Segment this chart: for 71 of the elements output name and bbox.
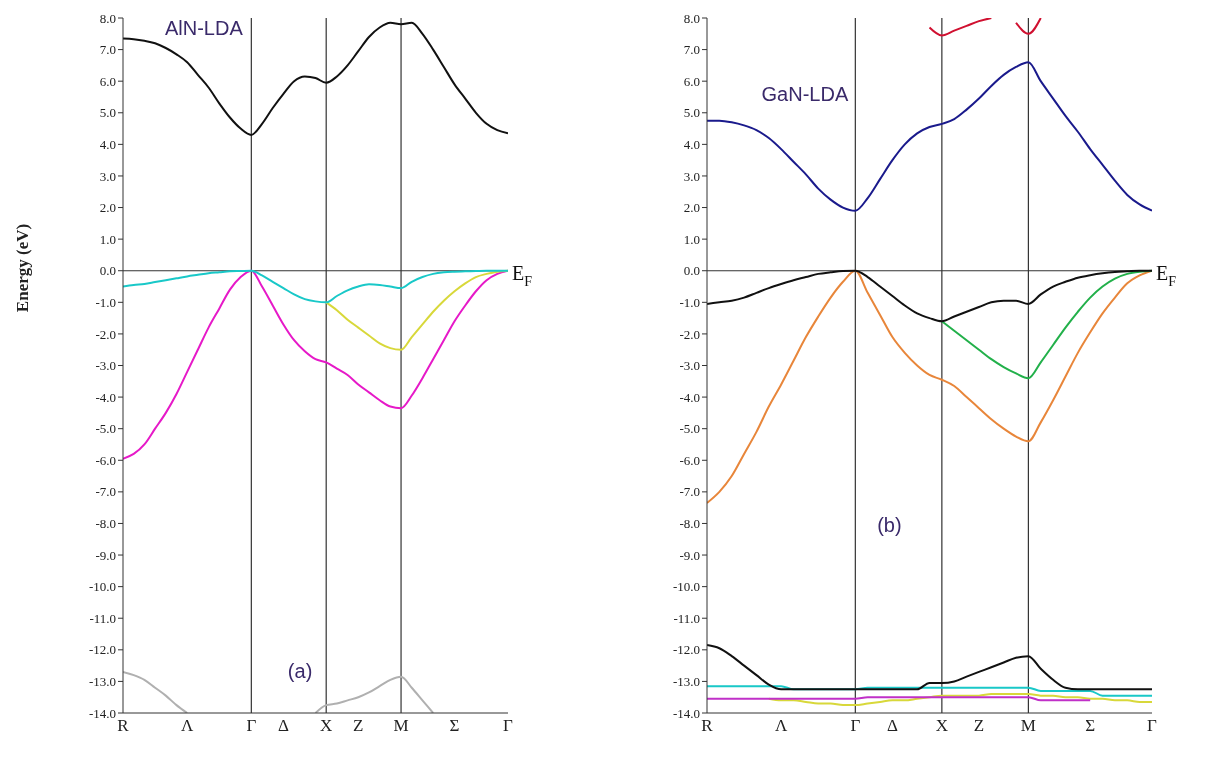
y-tick-label: -4.0 bbox=[679, 389, 700, 405]
y-tick-label: -9.0 bbox=[95, 547, 116, 563]
y-tick-label: 8.0 bbox=[99, 10, 116, 26]
x-tick-label: Λ bbox=[775, 716, 788, 736]
y-tick-label: -5.0 bbox=[679, 421, 700, 437]
y-tick-label: 7.0 bbox=[683, 42, 700, 58]
y-tick-label: 6.0 bbox=[683, 73, 700, 89]
x-tick-label: Λ bbox=[181, 716, 194, 736]
y-axis-title: Energy (eV) bbox=[13, 224, 33, 313]
y-tick-label: -6.0 bbox=[95, 452, 116, 468]
y-tick-label: -11.0 bbox=[673, 610, 700, 626]
x-tick-label: Z bbox=[353, 716, 364, 736]
y-tick-label: 1.0 bbox=[99, 231, 116, 247]
annotation: AlN-LDA bbox=[164, 16, 243, 40]
x-tick-label: Δ bbox=[886, 716, 898, 736]
y-tick-label: -13.0 bbox=[672, 674, 700, 690]
y-tick-label: -13.0 bbox=[88, 674, 116, 690]
x-tick-label: Γ bbox=[1147, 716, 1158, 736]
y-tick-label: -1.0 bbox=[679, 294, 700, 310]
y-tick-label: -10.0 bbox=[88, 579, 116, 595]
y-tick-label: -12.0 bbox=[88, 642, 116, 658]
y-tick-label: -11.0 bbox=[89, 610, 116, 626]
y-tick-label: -12.0 bbox=[672, 642, 700, 658]
x-tick-label: Γ bbox=[246, 716, 257, 736]
y-tick-label: 0.0 bbox=[99, 263, 116, 279]
x-tick-label: X bbox=[320, 716, 333, 736]
y-tick-label: -3.0 bbox=[679, 358, 700, 374]
x-tick-label: Γ bbox=[850, 716, 861, 736]
y-tick-label: 3.0 bbox=[683, 168, 700, 184]
x-tick-label: M bbox=[1020, 716, 1036, 736]
y-tick-label: -2.0 bbox=[679, 326, 700, 342]
y-tick-label: 3.0 bbox=[99, 168, 116, 184]
y-tick-label: 4.0 bbox=[683, 136, 700, 152]
y-tick-label: -7.0 bbox=[95, 484, 116, 500]
y-tick-label: -2.0 bbox=[95, 326, 116, 342]
y-tick-label: 5.0 bbox=[99, 105, 116, 121]
y-tick-label: 2.0 bbox=[683, 200, 700, 216]
y-tick-label: -1.0 bbox=[95, 294, 116, 310]
y-tick-label: 5.0 bbox=[683, 105, 700, 121]
y-tick-label: 6.0 bbox=[99, 73, 116, 89]
annotation: GaN-LDA bbox=[761, 82, 849, 106]
ref-line-label: E$_{F}$ bbox=[1156, 261, 1177, 289]
y-tick-label: -9.0 bbox=[679, 547, 700, 563]
x-tick-label: Δ bbox=[277, 716, 289, 736]
y-tick-label: -14.0 bbox=[672, 705, 700, 721]
annotation: (b) bbox=[877, 513, 902, 537]
x-tick-label: Σ bbox=[449, 716, 460, 736]
x-tick-label: Z bbox=[973, 716, 985, 736]
x-tick-label: Σ bbox=[1085, 716, 1096, 736]
y-tick-label: -6.0 bbox=[679, 452, 700, 468]
y-tick-label: -5.0 bbox=[95, 421, 116, 437]
y-tick-label: -10.0 bbox=[672, 579, 700, 595]
x-tick-label: M bbox=[393, 716, 409, 736]
y-tick-label: 4.0 bbox=[99, 136, 116, 152]
ref-line-label: E$_{F}$ bbox=[512, 261, 533, 289]
y-tick-label: -8.0 bbox=[679, 516, 700, 532]
y-tick-label: -7.0 bbox=[679, 484, 700, 500]
y-tick-label: -8.0 bbox=[95, 516, 116, 532]
y-tick-label: 8.0 bbox=[683, 10, 700, 26]
x-tick-label: R bbox=[117, 716, 130, 736]
y-tick-label: 7.0 bbox=[99, 42, 116, 58]
y-tick-label: -4.0 bbox=[95, 389, 116, 405]
y-tick-label: 0.0 bbox=[683, 263, 700, 279]
y-tick-label: -14.0 bbox=[88, 705, 116, 721]
x-tick-label: Γ bbox=[503, 716, 514, 736]
annotation: (a) bbox=[287, 659, 313, 683]
x-tick-label: X bbox=[935, 716, 948, 736]
y-tick-label: -3.0 bbox=[95, 358, 116, 374]
y-tick-label: 2.0 bbox=[99, 200, 116, 216]
x-tick-label: R bbox=[701, 716, 714, 736]
y-tick-label: 1.0 bbox=[683, 231, 700, 247]
